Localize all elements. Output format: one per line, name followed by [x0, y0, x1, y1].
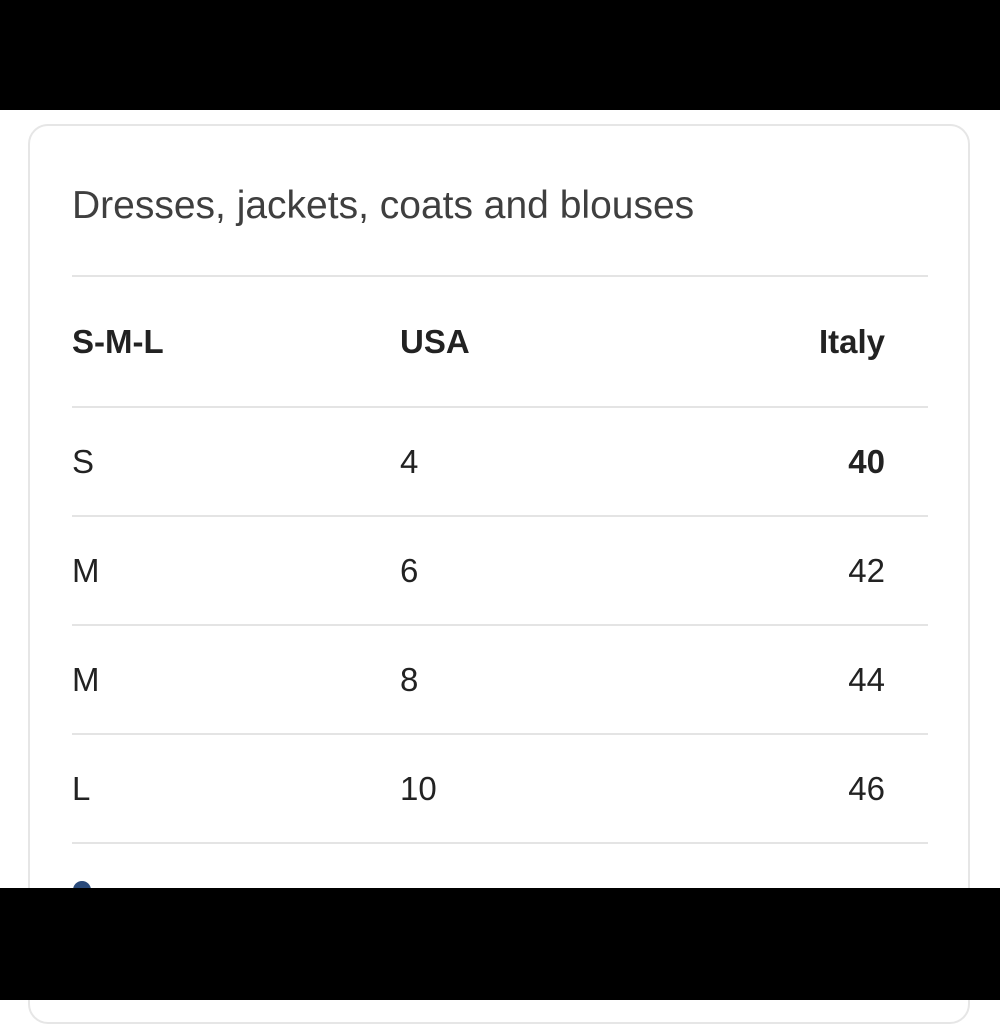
- header-italy: Italy: [818, 323, 885, 360]
- cell-usa: 10: [400, 770, 437, 807]
- bottom-letterbox: [0, 888, 1000, 1000]
- divider: [72, 275, 928, 277]
- cell-italy: 40: [848, 443, 885, 480]
- header-usa: USA: [400, 323, 470, 360]
- cell-sml: L: [72, 770, 91, 807]
- cell-usa: 8: [400, 661, 419, 698]
- card-title: Dresses, jackets, coats and blouses: [72, 184, 695, 227]
- size-chart-card: [28, 124, 970, 1024]
- divider: [72, 733, 928, 735]
- header-sml: S-M-L: [72, 323, 164, 360]
- cell-usa: 6: [400, 552, 419, 589]
- cell-italy: 44: [848, 661, 885, 698]
- cell-sml: S: [72, 443, 95, 480]
- divider: [72, 515, 928, 517]
- divider: [72, 842, 928, 844]
- cell-usa: 4: [400, 443, 419, 480]
- cell-italy: 46: [848, 770, 885, 807]
- cell-italy: 42: [848, 552, 885, 589]
- divider: [72, 624, 928, 626]
- divider: [72, 406, 928, 408]
- cell-sml: M: [72, 552, 100, 589]
- cell-sml: M: [72, 661, 100, 698]
- top-letterbox: [0, 0, 1000, 110]
